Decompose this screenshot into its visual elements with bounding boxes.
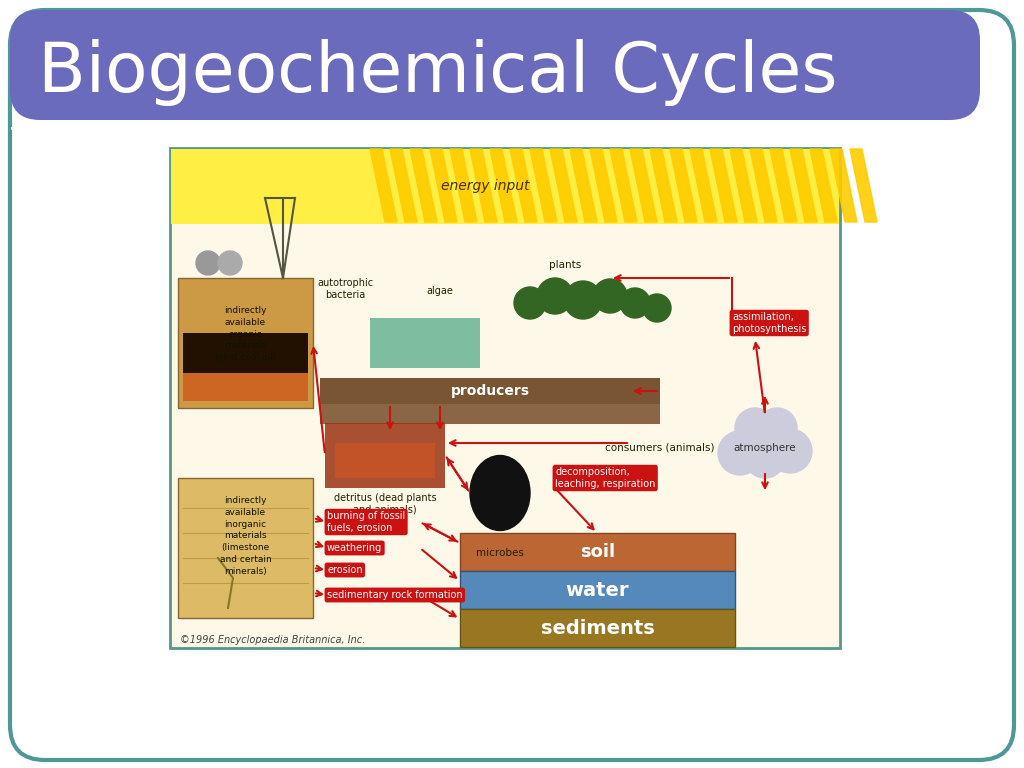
Text: energy input: energy input bbox=[440, 179, 529, 193]
Polygon shape bbox=[810, 149, 837, 222]
Text: microbes: microbes bbox=[476, 548, 524, 558]
Text: burning of fossil
fuels, erosion: burning of fossil fuels, erosion bbox=[327, 511, 406, 533]
FancyBboxPatch shape bbox=[10, 10, 980, 120]
Circle shape bbox=[768, 429, 812, 473]
Polygon shape bbox=[530, 149, 557, 222]
Circle shape bbox=[537, 278, 573, 314]
FancyBboxPatch shape bbox=[319, 404, 660, 424]
FancyBboxPatch shape bbox=[370, 318, 480, 368]
Text: sedimentary rock formation: sedimentary rock formation bbox=[327, 590, 463, 600]
Polygon shape bbox=[710, 149, 737, 222]
Circle shape bbox=[564, 281, 602, 319]
Text: plants: plants bbox=[549, 260, 582, 270]
Polygon shape bbox=[490, 149, 517, 222]
FancyBboxPatch shape bbox=[178, 278, 313, 408]
FancyBboxPatch shape bbox=[460, 571, 735, 609]
Ellipse shape bbox=[470, 455, 530, 531]
Text: producers: producers bbox=[451, 384, 529, 398]
Polygon shape bbox=[630, 149, 657, 222]
Text: weathering: weathering bbox=[327, 543, 382, 553]
Circle shape bbox=[718, 431, 762, 475]
Polygon shape bbox=[850, 149, 877, 222]
Text: ©1996 Encyclopaedia Britannica, Inc.: ©1996 Encyclopaedia Britannica, Inc. bbox=[180, 635, 366, 645]
Polygon shape bbox=[570, 149, 597, 222]
FancyBboxPatch shape bbox=[171, 149, 839, 224]
Polygon shape bbox=[650, 149, 677, 222]
Circle shape bbox=[593, 279, 627, 313]
FancyBboxPatch shape bbox=[325, 423, 445, 488]
Polygon shape bbox=[690, 149, 717, 222]
Circle shape bbox=[757, 408, 797, 448]
Polygon shape bbox=[410, 149, 437, 222]
Polygon shape bbox=[770, 149, 797, 222]
Polygon shape bbox=[670, 149, 697, 222]
Text: erosion: erosion bbox=[327, 565, 362, 575]
Polygon shape bbox=[450, 149, 477, 222]
Text: soil: soil bbox=[580, 543, 615, 561]
Polygon shape bbox=[730, 149, 757, 222]
Text: autotrophic
bacteria: autotrophic bacteria bbox=[317, 278, 373, 300]
Text: sediments: sediments bbox=[541, 618, 654, 637]
Circle shape bbox=[620, 288, 650, 318]
Text: water: water bbox=[565, 581, 630, 600]
Text: indirectly
available
organic
materials
(peat,coal,oil): indirectly available organic materials (… bbox=[214, 306, 276, 362]
Circle shape bbox=[737, 415, 793, 471]
Circle shape bbox=[735, 408, 775, 448]
Polygon shape bbox=[390, 149, 417, 222]
Polygon shape bbox=[830, 149, 857, 222]
FancyBboxPatch shape bbox=[183, 373, 308, 401]
FancyBboxPatch shape bbox=[183, 333, 308, 373]
Polygon shape bbox=[750, 149, 777, 222]
Circle shape bbox=[514, 287, 546, 319]
FancyBboxPatch shape bbox=[178, 478, 313, 618]
Polygon shape bbox=[790, 149, 817, 222]
Circle shape bbox=[218, 251, 242, 275]
Polygon shape bbox=[590, 149, 617, 222]
Polygon shape bbox=[610, 149, 637, 222]
Text: consumers (animals): consumers (animals) bbox=[605, 443, 715, 453]
Text: algae: algae bbox=[427, 286, 454, 296]
Text: decomposition,
leaching, respiration: decomposition, leaching, respiration bbox=[555, 467, 655, 488]
Text: detritus (dead plants
and animals): detritus (dead plants and animals) bbox=[334, 493, 436, 515]
Text: indirectly
available
inorganic
materials
(limestone
and certain
minerals): indirectly available inorganic materials… bbox=[219, 496, 271, 576]
Circle shape bbox=[745, 438, 785, 478]
Text: Biogeochemical Cycles: Biogeochemical Cycles bbox=[38, 38, 838, 105]
FancyBboxPatch shape bbox=[460, 609, 735, 647]
Text: atmosphere: atmosphere bbox=[733, 443, 797, 453]
FancyBboxPatch shape bbox=[170, 148, 840, 648]
Polygon shape bbox=[510, 149, 537, 222]
FancyBboxPatch shape bbox=[335, 443, 435, 478]
Polygon shape bbox=[550, 149, 577, 222]
Text: assimilation,
photosynthesis: assimilation, photosynthesis bbox=[732, 313, 806, 334]
FancyBboxPatch shape bbox=[10, 10, 1014, 760]
Circle shape bbox=[643, 294, 671, 322]
Polygon shape bbox=[430, 149, 457, 222]
FancyBboxPatch shape bbox=[460, 533, 735, 571]
FancyBboxPatch shape bbox=[319, 378, 660, 404]
Circle shape bbox=[196, 251, 220, 275]
Polygon shape bbox=[370, 149, 397, 222]
Polygon shape bbox=[470, 149, 497, 222]
